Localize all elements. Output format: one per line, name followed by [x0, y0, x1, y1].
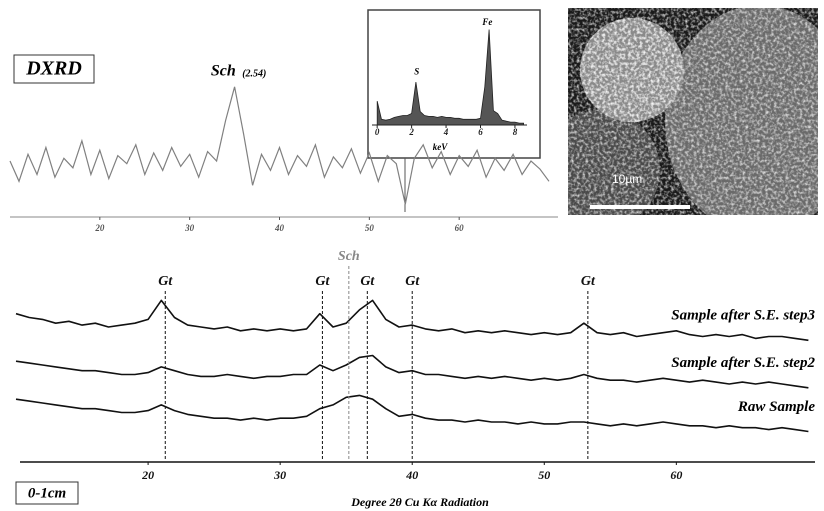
x-tick-label: 4 [443, 127, 449, 137]
inset-frame [367, 9, 541, 159]
x-tick-label: 30 [273, 468, 286, 482]
x-axis-title: Degree 2θ Cu Kα Radiation [350, 495, 489, 509]
x-tick-label: 6 [478, 127, 483, 137]
x-tick-label: 40 [274, 223, 285, 233]
x-axis-title: keV [433, 142, 448, 152]
x-tick-label: 30 [184, 223, 195, 233]
x-tick-label: 2 [408, 127, 414, 137]
label-box [15, 481, 79, 505]
annotation-sub: (2.54) [242, 68, 266, 79]
series-label: Raw Sample [737, 399, 815, 415]
annotation: S [414, 67, 419, 77]
sem-image [568, 8, 818, 215]
label-box [13, 54, 95, 84]
scale-label: 10µm [612, 172, 642, 186]
panel-label: 0-1cm [28, 485, 66, 501]
x-tick-label: 20 [94, 223, 105, 233]
annotation: Gt [315, 274, 330, 289]
x-tick-label: 60 [455, 223, 465, 233]
x-tick-label: 8 [513, 127, 518, 137]
x-tick-label: 60 [670, 468, 682, 482]
x-tick-label: 0 [375, 127, 380, 137]
annotation: Fe [481, 17, 492, 27]
data-line [15, 394, 809, 433]
x-tick-label: 20 [141, 468, 154, 482]
annotation: Sch [211, 63, 236, 80]
series-label: Sample after S.E. step3 [671, 308, 815, 324]
data-line [9, 86, 550, 205]
x-tick-label: 50 [538, 468, 550, 482]
x-tick-label: 50 [365, 223, 375, 233]
annotation: Sch [338, 249, 360, 264]
data-line [15, 354, 809, 389]
annotation: Gt [405, 274, 420, 289]
annotation: Gt [581, 274, 596, 289]
data-area [376, 29, 524, 126]
series-label: Sample after S.E. step2 [671, 355, 815, 371]
annotation: Gt [158, 274, 173, 289]
panel-label: DXRD [25, 58, 82, 80]
x-tick-label: 40 [405, 468, 418, 482]
data-line [15, 299, 809, 342]
annotation: Gt [360, 274, 375, 289]
